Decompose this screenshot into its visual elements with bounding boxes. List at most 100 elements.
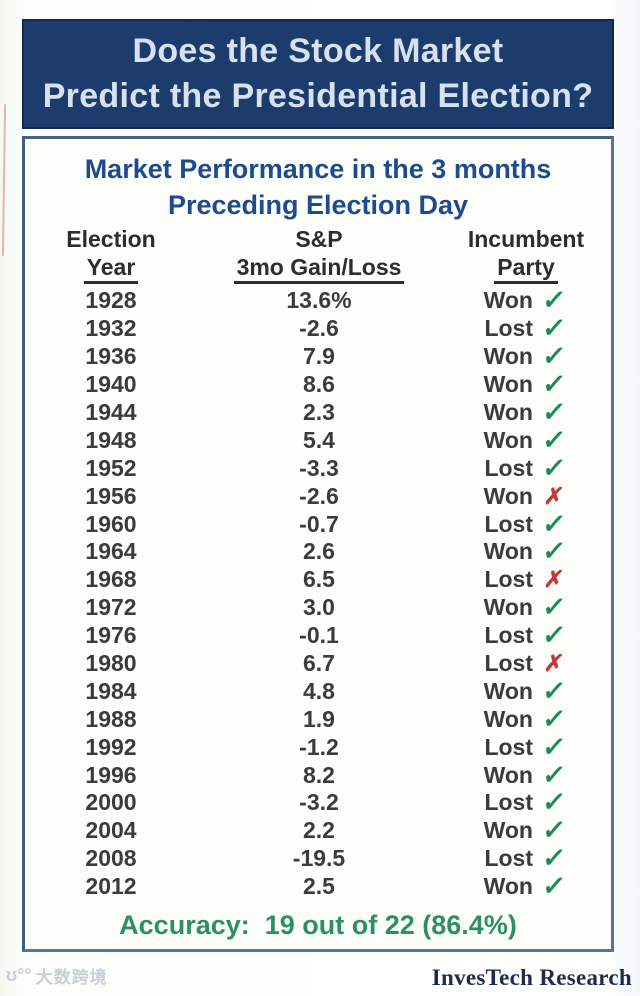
gain-cell: 2.3 (303, 399, 335, 425)
year-cell: 1944 (85, 399, 137, 425)
table-row: 1976 -0.1 Lost ✓ (25, 620, 611, 650)
party-cell: Lost ✗ (441, 650, 611, 677)
party-label: Won (483, 538, 533, 565)
gain-cell: 4.8 (303, 677, 335, 704)
table-row: 1984 4.8 Won ✓ (25, 675, 611, 706)
x-icon: ✗ (542, 650, 566, 677)
gain-cell: -3.3 (299, 454, 339, 481)
party-label: Lost (484, 650, 533, 677)
party-cell: Lost ✓ (441, 843, 611, 874)
party-cell: Won ✓ (441, 592, 611, 622)
table-row: 1944 2.3 Won ✓ (25, 397, 611, 427)
table-row: 1948 5.4 Won ✓ (25, 424, 611, 455)
title-banner: Does the Stock Market Predict the Presid… (22, 19, 614, 129)
party-cell: Lost ✓ (441, 509, 611, 539)
source-brand: InvesTech Research (431, 965, 632, 990)
party-label: Won (483, 371, 533, 398)
check-icon: ✓ (540, 675, 568, 706)
year-cell: 1992 (85, 733, 137, 760)
table-row: 1968 6.5 Lost ✗ (25, 566, 611, 594)
year-cell: 1940 (85, 371, 137, 398)
party-cell: Won ✓ (441, 285, 611, 316)
gain-cell: 2.6 (303, 538, 335, 565)
party-label: Won (483, 287, 533, 314)
gain-cell: -2.6 (299, 482, 339, 509)
header-incumbent-line1: Incumbent (467, 226, 585, 252)
check-icon: ✓ (540, 397, 568, 427)
table-row: 1972 3.0 Won ✓ (25, 592, 611, 622)
party-cell: Won ✓ (441, 369, 611, 400)
year-cell: 1968 (85, 566, 137, 593)
watermark: ʊ°° 大数跨境 (6, 963, 108, 988)
table-row: 1960 -0.7 Lost ✓ (25, 509, 611, 539)
party-cell: Won ✓ (441, 341, 611, 371)
gain-cell: -1.2 (299, 733, 339, 760)
table-header-row: Election Year S&P 3mo Gain/Loss Incumben… (25, 225, 611, 284)
check-icon: ✓ (540, 369, 568, 400)
year-cell: 1928 (85, 287, 137, 314)
party-cell: Won ✓ (441, 675, 611, 706)
gain-cell: 6.7 (303, 650, 335, 677)
year-cell: 1988 (85, 705, 137, 732)
gain-cell: 3.0 (303, 594, 335, 621)
check-icon: ✓ (540, 452, 568, 483)
subtitle: Market Performance in the 3 months Prece… (25, 151, 611, 223)
table-row: 1956 -2.6 Won ✗ (25, 482, 611, 510)
year-cell: 1980 (85, 650, 137, 677)
gain-cell: 8.2 (303, 761, 335, 788)
year-cell: 1956 (85, 482, 137, 509)
check-icon: ✓ (540, 843, 568, 874)
party-label: Lost (484, 510, 533, 537)
gain-cell: 5.4 (303, 426, 335, 453)
check-icon: ✓ (540, 424, 568, 455)
gain-cell: 7.9 (303, 343, 335, 370)
watermark-text: 大数跨境 (35, 968, 108, 987)
year-cell: 1936 (85, 343, 137, 370)
table-row: 1992 -1.2 Lost ✓ (25, 731, 611, 762)
year-cell: 1996 (85, 761, 137, 788)
party-label: Lost (484, 622, 533, 649)
party-label: Lost (484, 454, 533, 481)
table-row: 2008 -19.5 Lost ✓ (25, 843, 611, 874)
party-label: Lost (484, 733, 533, 760)
check-icon: ✓ (540, 871, 568, 902)
year-cell: 2004 (85, 817, 137, 844)
table-row: 1980 6.7 Lost ✗ (25, 650, 611, 678)
year-cell: 2012 (85, 873, 137, 900)
check-icon: ✓ (540, 285, 568, 316)
table-row: 1964 2.6 Won ✓ (25, 536, 611, 567)
year-cell: 1932 (85, 315, 137, 342)
gain-cell: -19.5 (292, 845, 346, 872)
x-icon: ✗ (542, 482, 566, 509)
gain-cell: 2.5 (303, 873, 335, 900)
party-label: Won (483, 343, 533, 370)
check-icon: ✓ (540, 787, 568, 818)
table-row: 1996 8.2 Won ✓ (25, 760, 611, 790)
party-cell: Won ✓ (441, 424, 611, 455)
party-cell: Lost ✓ (441, 620, 611, 650)
check-icon: ✓ (540, 313, 568, 344)
year-cell: 1984 (85, 677, 137, 704)
party-label: Won (483, 399, 533, 425)
party-cell: Won ✓ (441, 871, 611, 902)
gain-cell: 6.5 (303, 566, 335, 593)
year-cell: 1972 (85, 594, 137, 621)
header-sp-line1: S&P (295, 226, 343, 252)
check-icon: ✓ (540, 536, 568, 567)
check-icon: ✓ (540, 703, 568, 734)
check-icon: ✓ (540, 731, 568, 762)
gain-cell: -2.6 (299, 315, 339, 342)
header-election-year: Election Year (25, 225, 197, 284)
party-label: Won (483, 705, 533, 732)
year-cell: 2000 (85, 789, 137, 816)
party-cell: Lost ✓ (441, 731, 611, 762)
table-row: 1952 -3.3 Lost ✓ (25, 452, 611, 483)
header-gainloss-underlined: 3mo Gain/Loss (233, 253, 405, 284)
party-label: Lost (484, 789, 533, 816)
table-row: 2012 2.5 Won ✓ (25, 871, 611, 902)
table-row: 1928 13.6% Won ✓ (25, 285, 611, 316)
year-cell: 2008 (85, 845, 137, 872)
header-sp-gainloss: S&P 3mo Gain/Loss (197, 225, 441, 284)
year-cell: 1948 (85, 426, 137, 453)
